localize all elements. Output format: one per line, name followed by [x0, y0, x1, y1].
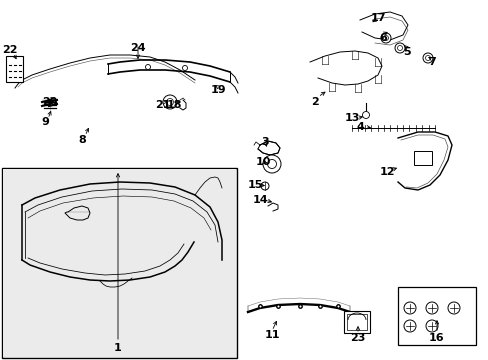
- Text: 16: 16: [428, 333, 444, 343]
- Text: 6: 6: [378, 33, 386, 43]
- Circle shape: [380, 33, 390, 43]
- Circle shape: [362, 112, 369, 118]
- Circle shape: [166, 99, 173, 105]
- Circle shape: [145, 64, 150, 69]
- Circle shape: [425, 302, 437, 314]
- Text: 11: 11: [264, 330, 279, 340]
- Text: 13: 13: [344, 113, 359, 123]
- Bar: [413, 151, 431, 165]
- Text: 14: 14: [253, 195, 268, 205]
- Circle shape: [397, 45, 402, 50]
- Text: 3: 3: [261, 137, 268, 147]
- Text: 12: 12: [379, 167, 394, 177]
- Text: 5: 5: [403, 47, 410, 57]
- Bar: [3, 169, 236, 357]
- Circle shape: [425, 55, 429, 60]
- Text: 15: 15: [247, 180, 262, 190]
- Text: 18: 18: [166, 100, 182, 110]
- Circle shape: [263, 155, 281, 173]
- Circle shape: [394, 43, 404, 53]
- Text: 23: 23: [349, 333, 365, 343]
- Bar: [2, 168, 237, 358]
- Bar: [6, 56, 23, 82]
- Circle shape: [422, 53, 432, 63]
- Text: 9: 9: [41, 117, 49, 127]
- Text: 10: 10: [255, 157, 270, 167]
- Text: 17: 17: [369, 13, 385, 23]
- Text: 2: 2: [310, 97, 318, 107]
- Bar: [346, 314, 366, 330]
- Text: 19: 19: [210, 85, 225, 95]
- Text: 22: 22: [2, 45, 18, 55]
- Bar: [343, 311, 369, 333]
- Circle shape: [425, 320, 437, 332]
- Circle shape: [261, 182, 268, 190]
- Circle shape: [403, 302, 415, 314]
- Circle shape: [403, 320, 415, 332]
- Text: 1: 1: [114, 343, 122, 353]
- Circle shape: [267, 159, 276, 168]
- Circle shape: [447, 302, 459, 314]
- Text: 8: 8: [78, 135, 86, 145]
- Circle shape: [383, 36, 387, 40]
- Text: 24: 24: [130, 43, 145, 53]
- Text: 7: 7: [427, 57, 435, 67]
- Text: 4: 4: [355, 122, 363, 132]
- Bar: [397, 287, 475, 345]
- Circle shape: [182, 66, 187, 71]
- Text: 21: 21: [155, 100, 170, 110]
- Text: 20: 20: [42, 97, 58, 107]
- Circle shape: [163, 95, 177, 109]
